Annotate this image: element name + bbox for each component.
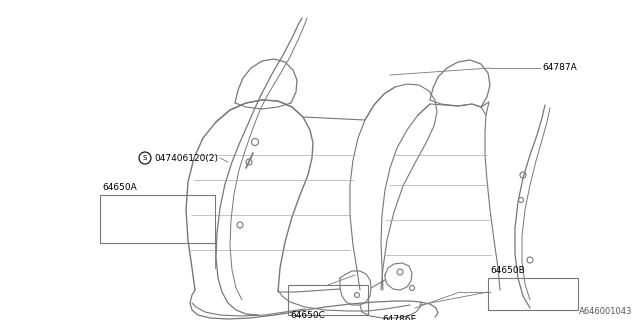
Bar <box>100 195 215 243</box>
Text: A646001043: A646001043 <box>579 307 632 316</box>
Text: 64786E: 64786E <box>382 316 416 320</box>
Text: 64650B: 64650B <box>490 266 525 275</box>
Text: 64650C: 64650C <box>290 311 325 320</box>
Text: S: S <box>143 155 147 161</box>
Text: 64787A: 64787A <box>542 63 577 73</box>
Text: 64650A: 64650A <box>102 183 137 192</box>
Bar <box>288 285 368 315</box>
Text: 047406120(2): 047406120(2) <box>154 154 218 163</box>
Bar <box>488 278 578 310</box>
